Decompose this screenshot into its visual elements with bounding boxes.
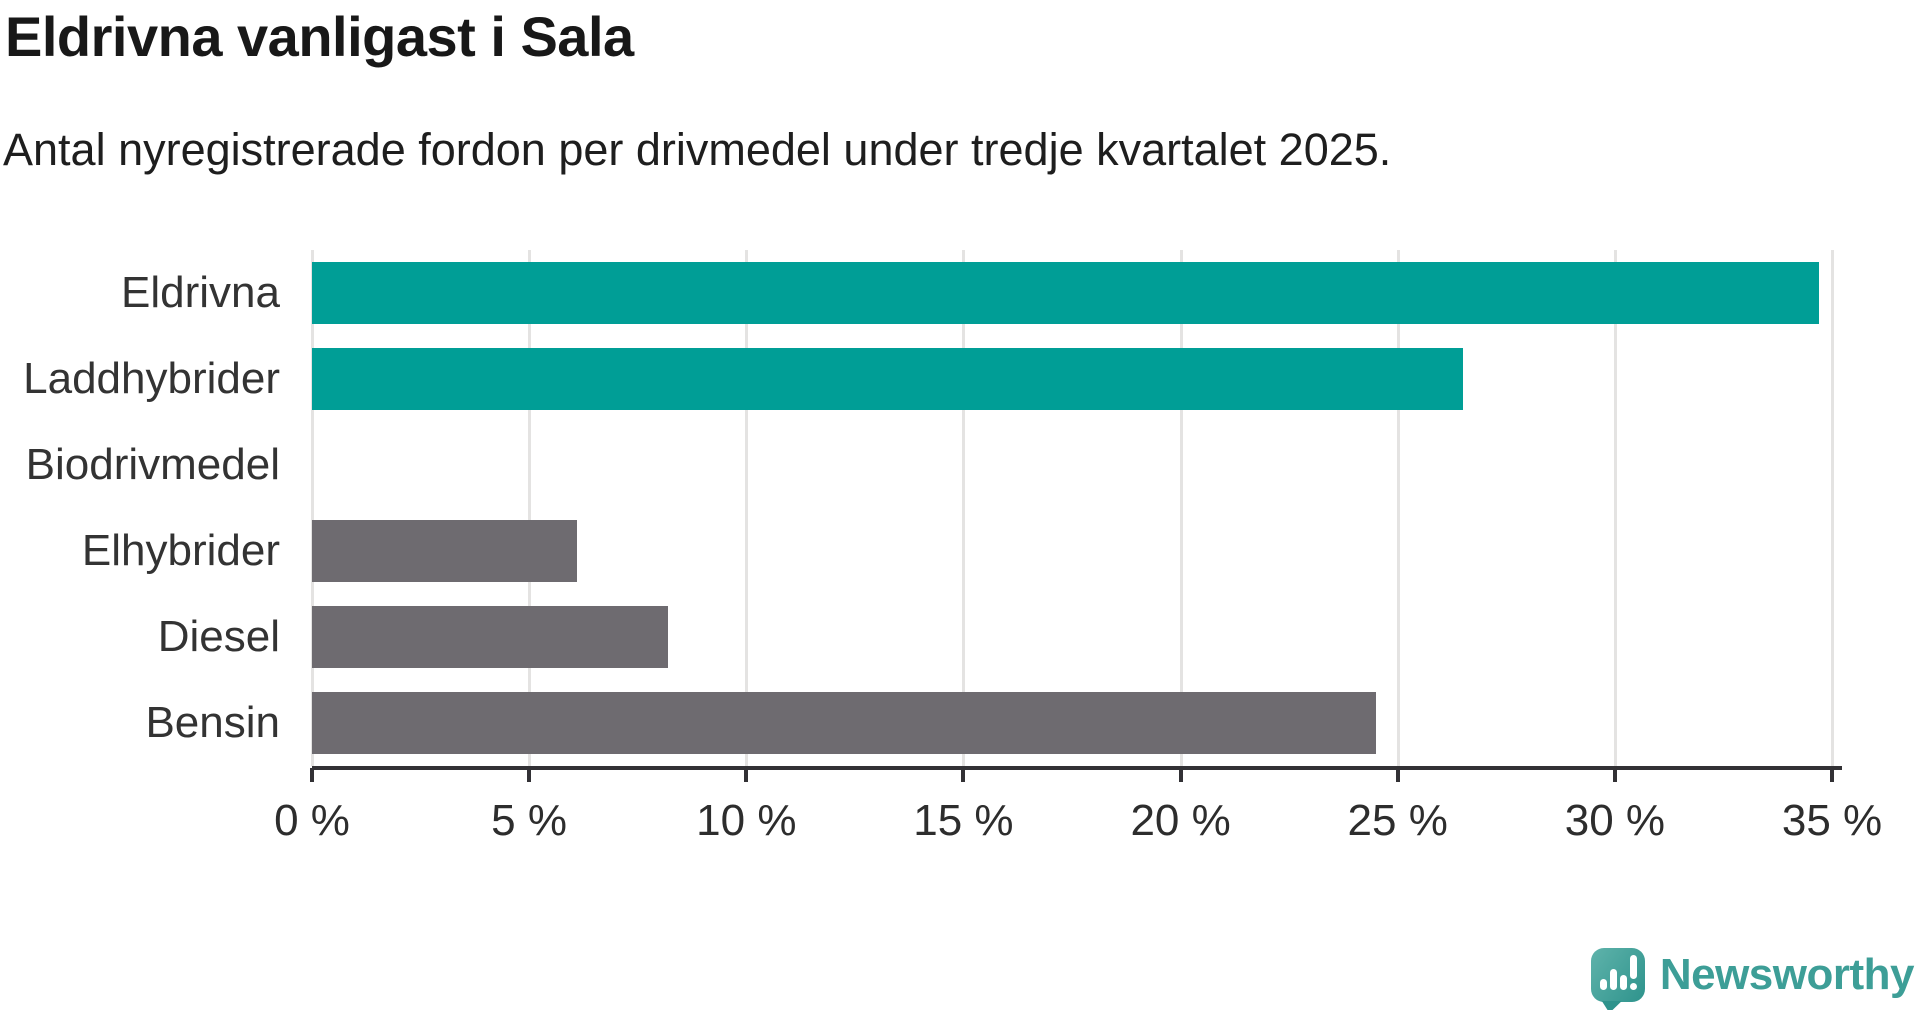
bar-laddhybrider	[312, 348, 1463, 410]
bar-row	[312, 508, 1852, 594]
axis-tick-label: 15 %	[913, 796, 1014, 845]
bar-row	[312, 336, 1852, 422]
axis-tick-label: 20 %	[1130, 796, 1231, 845]
bars	[312, 250, 1852, 766]
category-axis: Eldrivna Laddhybrider Biodrivmedel Elhybrid…	[0, 250, 312, 766]
axis-tick-label: 35 %	[1781, 796, 1883, 845]
newsworthy-logo-text: Newsworthy	[1659, 950, 1915, 999]
bar-row	[312, 250, 1852, 336]
category-label: Biodrivmedel	[25, 440, 280, 489]
category-label: Laddhybrider	[23, 354, 280, 403]
gridline	[745, 250, 749, 766]
gridline	[311, 250, 314, 766]
logo-chart-bar-icon	[1599, 979, 1607, 990]
bar-chart: Eldrivna Laddhybrider Biodrivmedel Elhybrid…	[0, 250, 1882, 845]
axis-tick-label: 0 %	[274, 796, 350, 845]
bar-diesel	[312, 606, 669, 668]
logo-chart-bar-icon	[1609, 969, 1617, 990]
speech-bubble-tail-icon	[1601, 1001, 1622, 1010]
chart-title: Eldrivna vanligast i Sala	[5, 5, 634, 68]
bar-eldrivna	[312, 262, 1819, 324]
axis-tick-label: 25 %	[1347, 796, 1448, 845]
axis-tick	[1178, 768, 1183, 782]
axis-tick	[1395, 768, 1400, 782]
axis-tick	[527, 768, 532, 782]
newsworthy-logo-icon	[1590, 948, 1645, 1010]
axis-tick	[961, 768, 966, 782]
gridline	[1831, 250, 1834, 766]
x-axis-line	[312, 766, 1842, 770]
axis-tick	[744, 768, 749, 782]
gridline	[1613, 250, 1617, 766]
axis-tick-label: 10 %	[696, 796, 797, 845]
plot-area: 0 % 5 % 10 % 15 % 20 % 25 % 30 % 35 %	[274, 250, 1882, 845]
logo-exclamation-stem-icon	[1629, 955, 1637, 979]
bar-bensin	[312, 692, 1376, 754]
bar-row	[312, 422, 1852, 508]
bar-row	[312, 680, 1852, 766]
gridline	[528, 250, 532, 766]
axis-tick	[1612, 768, 1617, 782]
logo-exclamation-dot-icon	[1629, 983, 1637, 990]
bar-elhybrider	[312, 520, 577, 582]
category-label: Diesel	[157, 612, 280, 661]
chart-subtitle: Antal nyregistrerade fordon per drivmede…	[3, 124, 1392, 175]
gridline	[1396, 250, 1400, 766]
gridline	[962, 250, 966, 766]
bar-row	[312, 594, 1852, 680]
logo-chart-bar-icon	[1619, 975, 1627, 990]
axis-tick-label: 5 %	[491, 796, 568, 845]
gridline	[1179, 250, 1183, 766]
category-label: Bensin	[145, 698, 280, 747]
axis-tick	[1830, 768, 1834, 782]
category-label: Elhybrider	[81, 526, 280, 575]
newsworthy-logo: Newsworthy	[1590, 948, 1915, 1010]
axis-tick	[310, 768, 314, 782]
axis-tick-label: 30 %	[1564, 796, 1666, 845]
category-label: Eldrivna	[121, 268, 280, 317]
